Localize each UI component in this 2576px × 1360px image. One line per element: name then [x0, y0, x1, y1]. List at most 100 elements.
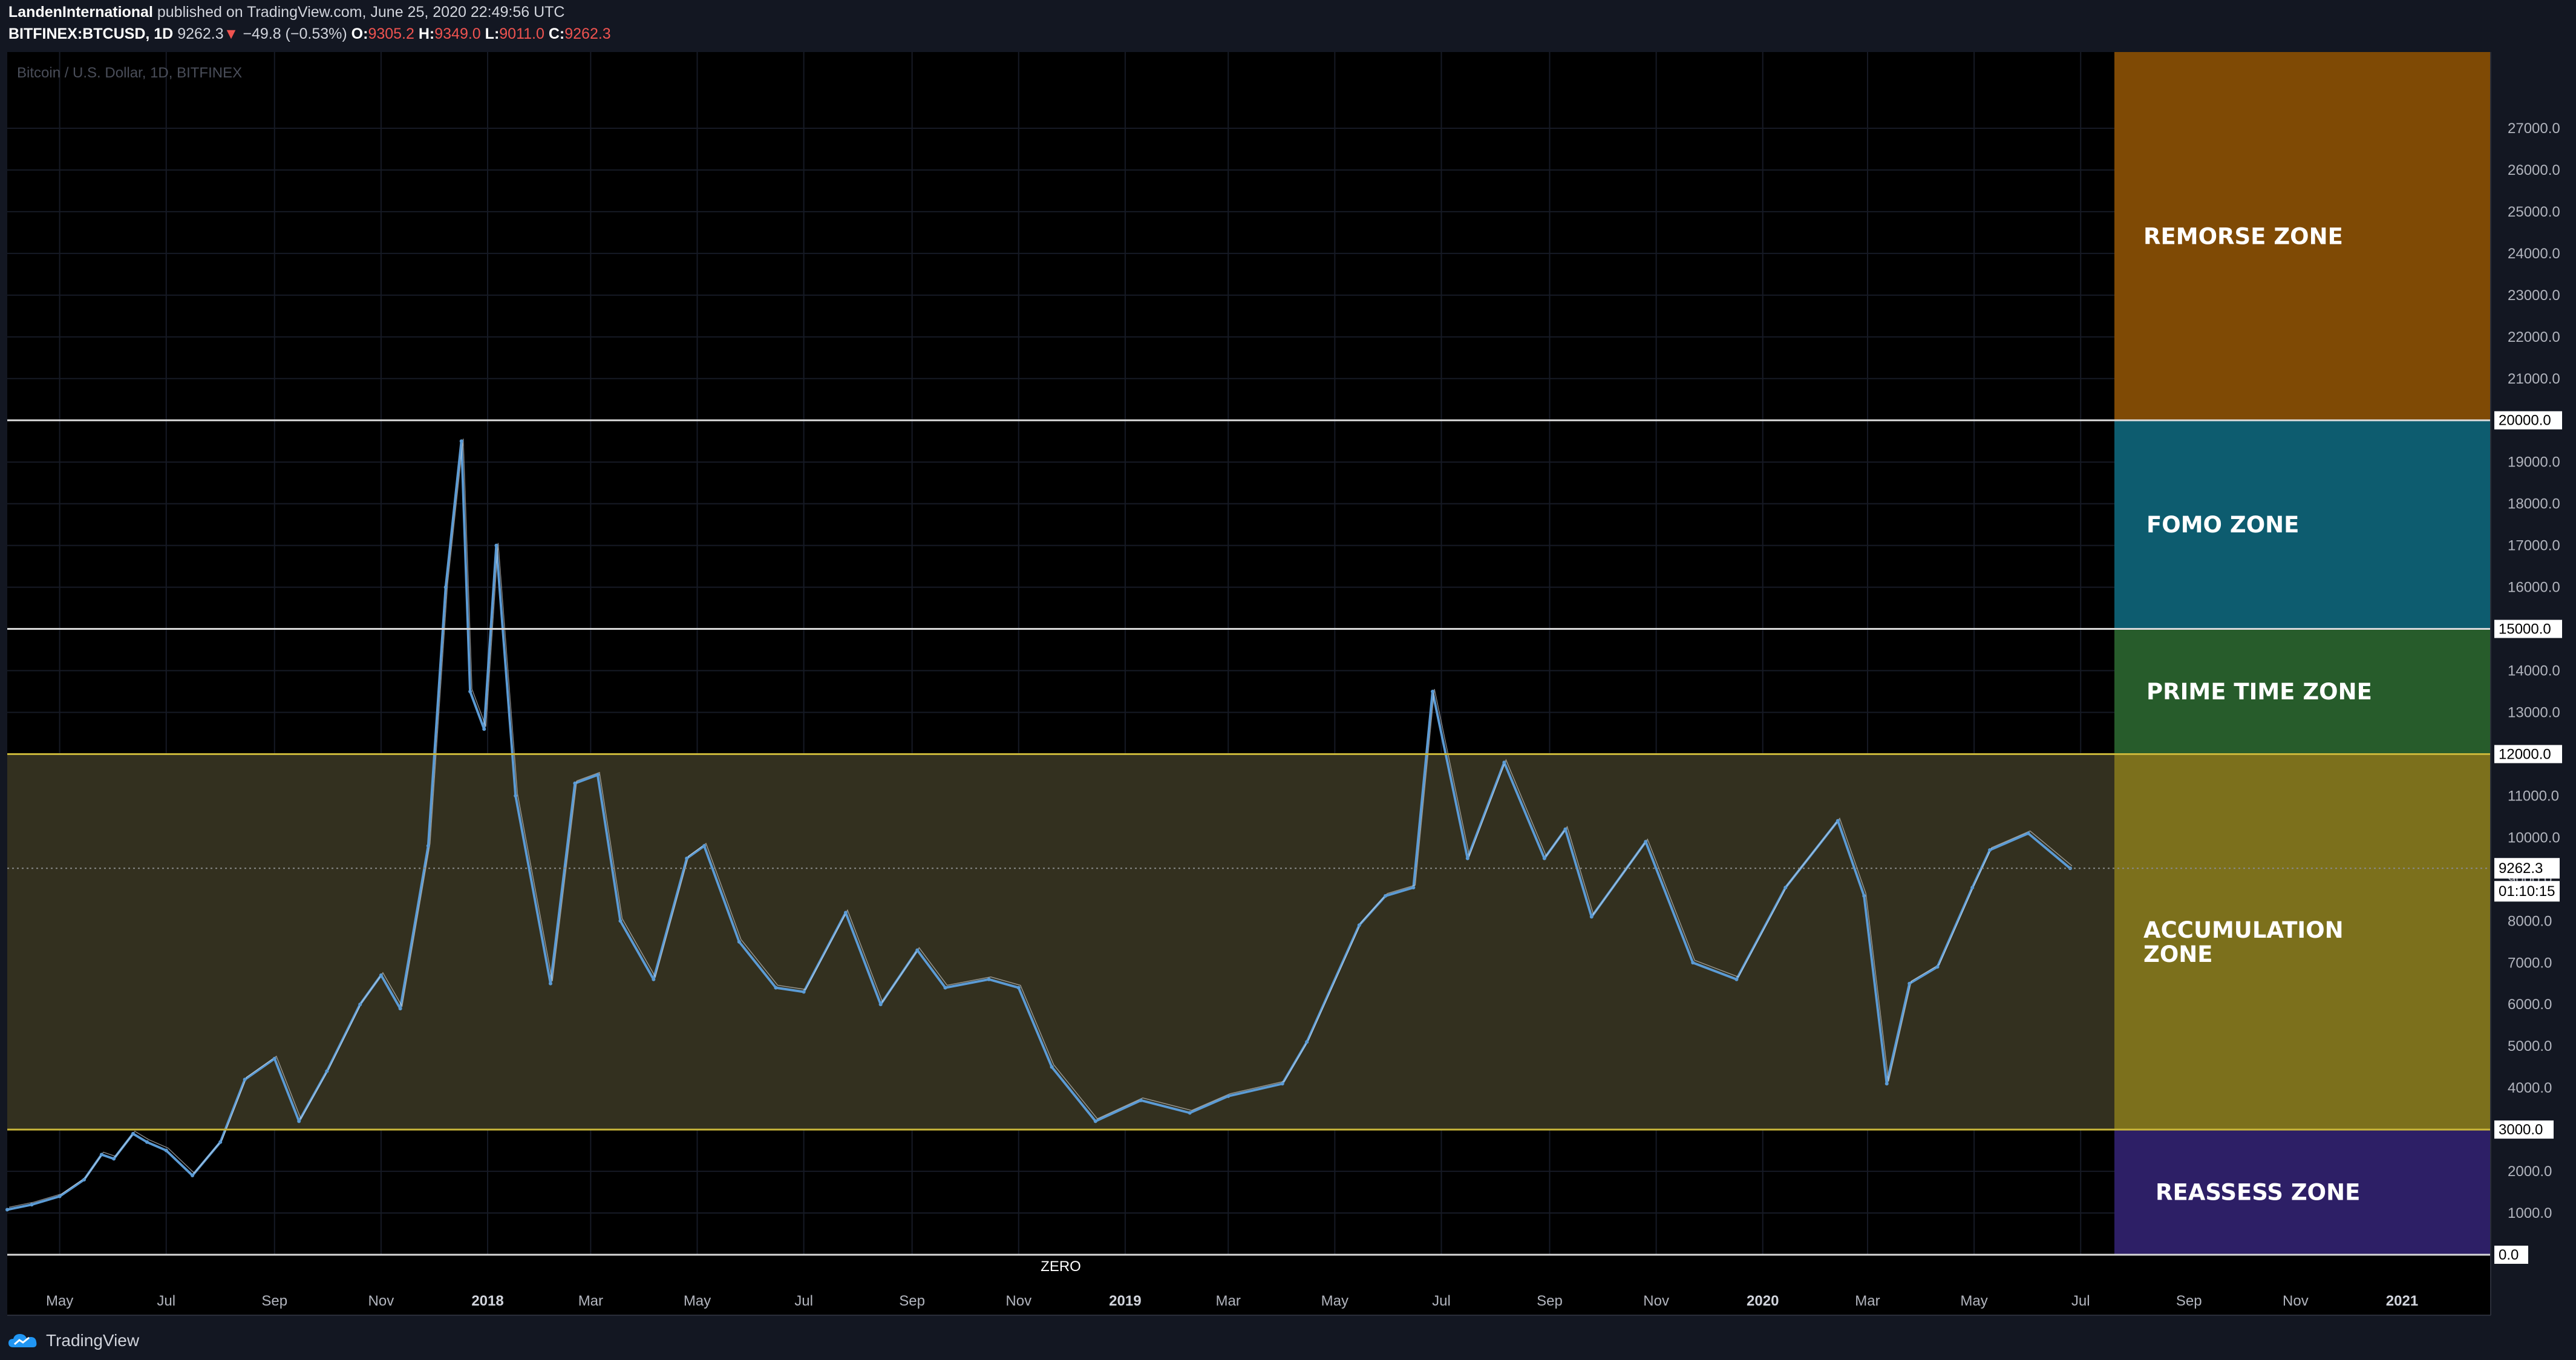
level-badge — [2494, 745, 2562, 763]
price-point — [1783, 886, 1788, 890]
price-point — [1050, 1065, 1054, 1069]
price-point — [987, 977, 991, 981]
level-bands — [7, 754, 2114, 1130]
chart-watermark: Bitcoin / U.S. Dollar, 1D, BITFINEX — [17, 65, 242, 81]
y-tick-label: 24000.0 — [2508, 246, 2560, 262]
x-tick-label: Jul — [157, 1293, 175, 1309]
y-tick-label: 26000.0 — [2508, 162, 2560, 178]
tradingview-logo[interactable]: TradingView — [7, 1331, 139, 1350]
price-point — [1589, 915, 1594, 919]
publish-text: published on TradingView.com, June 25, 2… — [157, 4, 565, 21]
zone-label: REMORSE ZONE — [2143, 223, 2343, 249]
zone-label: ACCUMULATION — [2143, 917, 2344, 943]
x-tick-label: Mar — [1855, 1293, 1880, 1309]
price-point — [548, 981, 552, 986]
high-value: 9349.0 — [434, 25, 481, 42]
price-point — [82, 1177, 87, 1182]
x-tick-label: Sep — [2176, 1293, 2202, 1309]
open-label: O: — [351, 25, 368, 42]
price-point — [1431, 690, 1435, 693]
open-value: 9305.2 — [368, 25, 414, 42]
time-axis[interactable]: May Jul Sep Nov 2018 Mar May Jul Sep Nov 2019 Mar Ma… — [7, 1293, 2491, 1316]
zone-box — [2114, 1130, 2491, 1255]
y-tick-label: 19000.0 — [2508, 454, 2560, 471]
level-badge-text: 0.0 — [2499, 1247, 2519, 1263]
price-point — [145, 1140, 149, 1144]
x-tick-label: Nov — [368, 1293, 394, 1309]
countdown-badge — [2494, 881, 2560, 902]
price-axis[interactable]: 1000.0 2000.0 4000.0 5000.0 6000.0 7000.0 8000… — [2490, 52, 2562, 1315]
price-point — [843, 910, 848, 915]
price-point — [1357, 923, 1361, 927]
price-point — [379, 973, 383, 977]
y-tick-label: 18000.0 — [2508, 496, 2560, 512]
x-tick-label: May — [1321, 1293, 1348, 1309]
price-point — [595, 773, 600, 777]
high-label: H: — [418, 25, 435, 42]
price-point — [494, 543, 499, 548]
symbol-name[interactable]: BITFINEX:BTCUSD, 1D — [8, 25, 174, 42]
price-point — [191, 1173, 195, 1177]
price-point — [702, 844, 707, 848]
price-point — [218, 1140, 223, 1144]
x-tick-label: May — [1960, 1293, 1987, 1309]
y-tick-label: 22000.0 — [2508, 329, 2560, 345]
x-tick-label: Jul — [1432, 1293, 1451, 1309]
price-point — [1691, 961, 1695, 965]
zone-box — [2114, 52, 2491, 420]
y-tick-label: 5000.0 — [2508, 1038, 2552, 1054]
price-point — [1305, 1040, 1309, 1044]
horizontal-levels: ZERO — [7, 419, 2491, 1275]
x-tick-label: Nov — [2283, 1293, 2309, 1309]
price-point — [1935, 965, 1940, 969]
publish-info: LandenInternational published on Trading… — [8, 4, 564, 21]
zone-box — [2114, 754, 2491, 1130]
price-point — [915, 948, 920, 952]
price-point — [482, 727, 486, 731]
level-badge-text: 15000.0 — [2499, 621, 2551, 638]
price-point — [30, 1203, 34, 1207]
price-line — [7, 440, 2071, 1211]
price-point — [878, 1002, 883, 1007]
price-point — [426, 844, 430, 848]
zone-box — [2114, 629, 2491, 754]
price-point — [685, 856, 689, 860]
zone-label: REASSESS ZONE — [2156, 1180, 2360, 1206]
zero-label: ZERO — [1041, 1258, 1081, 1275]
zone-label: ZONE — [2143, 941, 2213, 967]
price-point — [297, 1119, 301, 1123]
price-point — [99, 1152, 103, 1157]
price-point — [1226, 1094, 1231, 1098]
countdown-badge-text: 01:10:15 — [2499, 883, 2555, 900]
y-tick-label: 25000.0 — [2508, 204, 2560, 220]
price-point — [57, 1194, 62, 1198]
x-tick-label: Nov — [1643, 1293, 1669, 1309]
price-point — [1644, 840, 1648, 844]
level-badge-text: 20000.0 — [2499, 413, 2551, 429]
price-point — [652, 977, 656, 981]
y-tick-label: 16000.0 — [2508, 580, 2560, 596]
price-point — [164, 1148, 168, 1152]
author-name[interactable]: LandenInternational — [8, 4, 153, 21]
level-badge — [2494, 620, 2562, 638]
price-chart[interactable]: REMORSE ZONE FOMO ZONE PRIME TIME ZONE ACCU… — [0, 51, 2576, 1324]
price-point — [1384, 894, 1388, 898]
level-badge — [2494, 1246, 2528, 1264]
y-tick-label: 13000.0 — [2508, 704, 2560, 721]
y-tick-label: 21000.0 — [2508, 371, 2560, 387]
close-value: 9262.3 — [564, 25, 611, 42]
x-tick-label: 2019 — [1109, 1293, 1141, 1309]
y-tick-label: 6000.0 — [2508, 996, 2552, 1013]
zone-boxes: REMORSE ZONE FOMO ZONE PRIME TIME ZONE ACCU… — [2114, 52, 2491, 1255]
price-point — [1016, 986, 1021, 990]
price-change: −49.8 (−0.53%) — [243, 25, 347, 42]
price-point — [1411, 886, 1416, 890]
y-tick-label: 2000.0 — [2508, 1163, 2552, 1180]
price-point — [5, 1208, 9, 1212]
price-point — [1836, 819, 1840, 823]
price-point — [802, 990, 806, 994]
footer: TradingView — [0, 1324, 2576, 1360]
price-point — [1862, 894, 1866, 898]
zone-label: FOMO ZONE — [2146, 512, 2299, 538]
price-point — [243, 1077, 247, 1082]
